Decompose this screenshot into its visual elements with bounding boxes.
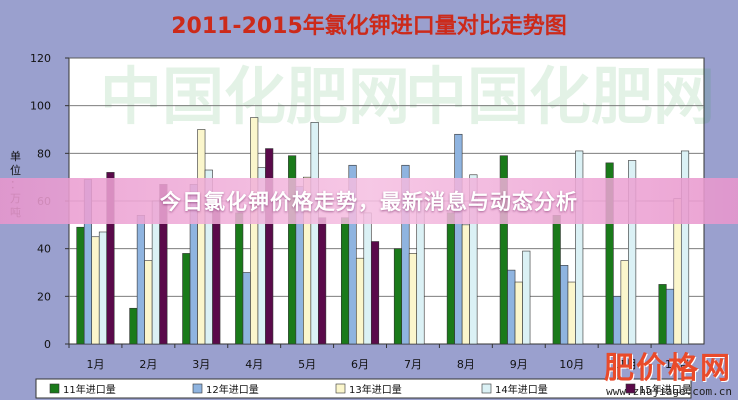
bar [242,272,251,345]
bar [265,148,274,345]
plot-watermark-right: 中国化肥网 [405,60,715,133]
bar [469,174,478,345]
bar [613,296,622,345]
bar [340,217,350,345]
x-tick-label: 9月 [510,358,528,371]
x-tick-label: 8月 [457,358,475,371]
x-tick-label: 7月 [404,358,422,371]
legend-swatch [49,383,60,394]
y-tick-label: 40 [37,243,51,256]
x-tick-label: 11月 [612,358,637,371]
legend-label: 11年进口量 [63,383,116,396]
bar [363,212,372,345]
bar [91,236,100,345]
x-tick-label: 6月 [351,358,369,371]
headline-text[interactable]: 今日氯化钾价格走势，最新消息与动态分析 [160,190,578,214]
headline-banner[interactable]: 今日氯化钾价格走势，最新消息与动态分析 [0,178,738,224]
bar [370,241,380,345]
bar [76,226,85,345]
bar [212,205,221,345]
bar [106,172,115,345]
legend-label: 14年进口量 [495,383,548,396]
bar [136,215,145,345]
bar [393,248,403,345]
watermark-url: www.zhujiage.com.cn [606,385,732,398]
bar [310,122,319,345]
bar [355,257,365,345]
bar [605,162,614,345]
bar [235,212,244,345]
bar [665,288,675,345]
legend-swatch [335,383,346,394]
legend-swatch [192,383,203,394]
x-tick-label: 4月 [245,358,263,371]
watermark: 肥价格网 www.zhujiage.com.cn [604,343,732,398]
bar [620,260,629,345]
bar [461,224,470,345]
bar [552,215,561,345]
x-tick-label: 5月 [298,358,316,371]
bar [680,150,690,345]
x-tick-label: 2月 [139,358,157,371]
legend-label: 15年进口量 [639,383,692,396]
bar [507,269,516,345]
bar [446,212,455,345]
bar [514,281,523,345]
bar [628,160,637,345]
x-tick-label: 10月 [559,358,584,371]
bar [575,150,584,345]
legend-label: 12年进口量 [206,383,259,396]
bar [144,260,153,345]
bar [567,281,576,345]
bar [408,253,418,345]
legend-label: 13年进口量 [349,383,402,396]
y-tick-label: 100 [30,100,51,113]
bar [98,231,108,345]
bar [197,129,206,345]
bar [318,217,327,345]
bar [348,164,357,345]
bar [182,253,191,345]
bar [560,265,569,345]
bar [658,284,667,345]
watermark-logo: 肥价格网 [604,351,732,386]
bar [499,155,508,345]
bar [522,250,531,345]
bar [129,307,138,345]
chart-title: 2011-2015年氯化钾进口量对比走势图 [171,13,567,39]
y-tick-label: 20 [37,290,51,303]
bar [454,133,463,345]
y-tick-label: 0 [44,338,51,351]
y-tick-label: 80 [37,147,51,160]
x-tick-label: 1月 [86,358,104,371]
x-tick-label: 3月 [192,358,210,371]
x-tick-label: 12月 [665,358,690,371]
bar [250,117,259,345]
legend-swatch [481,383,492,394]
y-tick-label: 120 [30,52,51,65]
legend-swatch [625,383,636,394]
